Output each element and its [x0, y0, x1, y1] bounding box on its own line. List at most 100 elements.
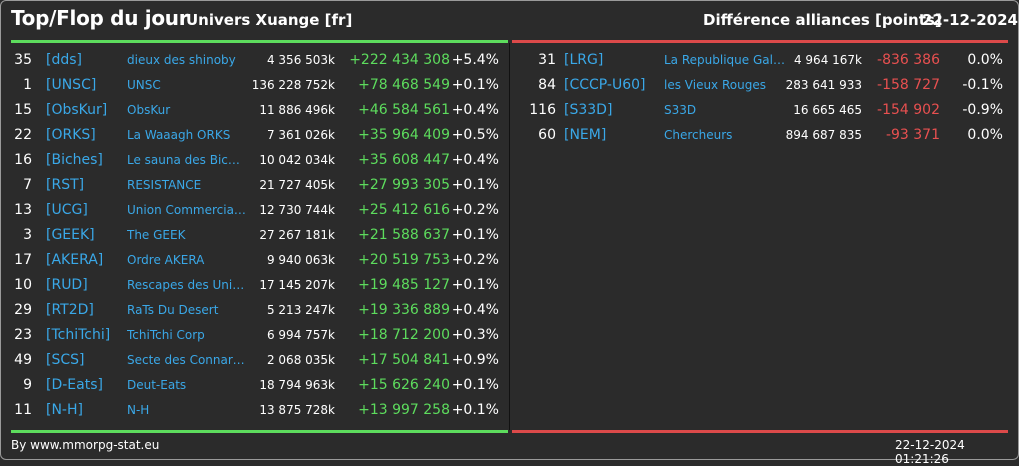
- alliance-tag-link[interactable]: [dds]: [46, 52, 82, 68]
- alliance-name-link[interactable]: Le sauna des Biche...: [127, 153, 247, 167]
- alliance-tag-link[interactable]: [LRG]: [564, 52, 604, 68]
- alliance-tag-link[interactable]: [S33D]: [564, 102, 613, 118]
- percent-cell: +0.4%: [451, 152, 499, 168]
- alliance-name-link[interactable]: RaTs Du Desert: [127, 303, 219, 317]
- footer-timestamp: 22-12-2024 01:21:26: [895, 438, 965, 466]
- rank-cell: 23: [14, 327, 32, 343]
- rank-cell: 49: [14, 352, 32, 368]
- rank-cell: 35: [14, 52, 32, 68]
- page-title: Top/Flop du jour: [11, 6, 189, 30]
- delta-cell: +19 336 889: [358, 302, 450, 318]
- flop-list: 31 [LRG] La Republique Gala... 4 964 167k -8…: [512, 48, 1008, 148]
- source-credit[interactable]: By www.mmorpg-stat.eu: [11, 438, 160, 452]
- alliance-name-link[interactable]: N-H: [127, 403, 150, 417]
- rank-cell: 29: [14, 302, 32, 318]
- delta-cell: +21 588 637: [358, 227, 450, 243]
- percent-cell: +0.1%: [451, 402, 499, 418]
- list-item: 35 [dds] dieux des shinoby 4 356 503k +222 4…: [0, 48, 509, 73]
- points-cell: 2 068 035k: [266, 353, 335, 367]
- alliance-tag-link[interactable]: [ORKS]: [46, 127, 96, 143]
- delta-cell: +15 626 240: [358, 377, 450, 393]
- list-item: 16 [Biches] Le sauna des Biche... 10 042 03…: [0, 148, 509, 173]
- delta-cell: +19 485 127: [358, 277, 450, 293]
- points-cell: 10 042 034k: [259, 153, 335, 167]
- percent-cell: +0.1%: [451, 177, 499, 193]
- difference-label: Différence alliances [points]: [703, 11, 942, 29]
- rank-cell: 116: [529, 102, 556, 118]
- percent-cell: +0.1%: [451, 377, 499, 393]
- list-item: 29 [RT2D] RaTs Du Desert 5 213 247k +19 336 …: [0, 298, 509, 323]
- percent-cell: +0.1%: [451, 77, 499, 93]
- alliance-tag-link[interactable]: [RUD]: [46, 277, 88, 293]
- points-cell: 4 356 503k: [266, 53, 335, 67]
- alliance-name-link[interactable]: S33D: [664, 103, 697, 117]
- alliance-tag-link[interactable]: [ObsKur]: [46, 102, 108, 118]
- alliance-name-link[interactable]: The GEEK: [127, 228, 186, 242]
- alliance-name-link[interactable]: Ordre AKERA: [127, 253, 205, 267]
- delta-cell: -154 902: [877, 102, 940, 118]
- alliance-tag-link[interactable]: [UNSC]: [46, 77, 97, 93]
- alliance-name-link[interactable]: dieux des shinoby: [127, 53, 236, 67]
- alliance-name-link[interactable]: Rescapes des Univ...: [127, 278, 247, 292]
- delta-cell: +13 997 258: [358, 402, 450, 418]
- alliance-name-link[interactable]: Union Commerciale...: [127, 203, 247, 217]
- alliance-tag-link[interactable]: [RT2D]: [46, 302, 94, 318]
- alliance-tag-link[interactable]: [NEM]: [564, 127, 607, 143]
- list-item: 49 [SCS] Secte des Connard... 2 068 035k +17…: [0, 348, 509, 373]
- percent-cell: +0.4%: [451, 302, 499, 318]
- points-cell: 16 665 465: [793, 103, 862, 117]
- percent-cell: +0.2%: [451, 252, 499, 268]
- alliance-tag-link[interactable]: [GEEK]: [46, 227, 95, 243]
- percent-cell: +0.1%: [451, 277, 499, 293]
- percent-cell: +0.5%: [451, 127, 499, 143]
- rank-cell: 22: [14, 127, 32, 143]
- panel-divider: [509, 43, 510, 430]
- alliance-name-link[interactable]: Chercheurs: [664, 128, 733, 142]
- top-list: 35 [dds] dieux des shinoby 4 356 503k +222 4…: [0, 48, 509, 423]
- top-panel-bottom-accent: [11, 430, 508, 433]
- rank-cell: 11: [14, 402, 32, 418]
- alliance-name-link[interactable]: UNSC: [127, 78, 161, 92]
- delta-cell: -93 371: [885, 127, 940, 143]
- alliance-name-link[interactable]: RESISTANCE: [127, 178, 202, 192]
- delta-cell: +222 434 308: [349, 52, 450, 68]
- alliance-tag-link[interactable]: [UCG]: [46, 202, 88, 218]
- alliance-name-link[interactable]: les Vieux Rouges: [664, 78, 766, 92]
- alliance-name-link[interactable]: Secte des Connard...: [127, 353, 247, 367]
- points-cell: 136 228 752k: [251, 78, 335, 92]
- alliance-tag-link[interactable]: [RST]: [46, 177, 85, 193]
- alliance-tag-link[interactable]: [Biches]: [46, 152, 103, 168]
- rank-cell: 9: [23, 377, 32, 393]
- universe-label: Univers Xuange [fr]: [186, 11, 353, 29]
- delta-cell: +35 608 447: [358, 152, 450, 168]
- list-item: 9 [D-Eats] Deut-Eats 18 794 963k +15 626 240…: [0, 373, 509, 398]
- rank-cell: 84: [538, 77, 556, 93]
- points-cell: 5 213 247k: [266, 303, 335, 317]
- list-item: 1 [UNSC] UNSC 136 228 752k +78 468 549 +0.1%: [0, 73, 509, 98]
- alliance-tag-link[interactable]: [N-H]: [46, 402, 83, 418]
- alliance-name-link[interactable]: La Republique Gala...: [664, 53, 785, 67]
- delta-cell: -836 386: [877, 52, 940, 68]
- alliance-name-link[interactable]: Deut-Eats: [127, 378, 187, 392]
- delta-cell: +46 584 561: [358, 102, 450, 118]
- delta-cell: +27 993 305: [358, 177, 450, 193]
- rank-cell: 7: [23, 177, 32, 193]
- alliance-name-link[interactable]: TchiTchi Corp: [127, 328, 205, 342]
- percent-cell: +0.2%: [451, 202, 499, 218]
- alliance-tag-link[interactable]: [AKERA]: [46, 252, 104, 268]
- points-cell: 894 687 835: [785, 128, 862, 142]
- alliance-tag-link[interactable]: [SCS]: [46, 352, 85, 368]
- alliance-tag-link[interactable]: [TchiTchi]: [46, 327, 111, 343]
- alliance-name-link[interactable]: La Waaagh ORKS: [127, 128, 231, 142]
- points-cell: 18 794 963k: [259, 378, 335, 392]
- alliance-tag-link[interactable]: [CCCP-U60]: [564, 77, 646, 93]
- points-cell: 12 730 744k: [259, 203, 335, 217]
- list-item: 22 [ORKS] La Waaagh ORKS 7 361 026k +35 964 …: [0, 123, 509, 148]
- alliance-tag-link[interactable]: [D-Eats]: [46, 377, 103, 393]
- delta-cell: +20 519 753: [358, 252, 450, 268]
- alliance-name-link[interactable]: ObsKur: [127, 103, 171, 117]
- percent-cell: -0.9%: [962, 102, 1003, 118]
- percent-cell: +0.1%: [451, 227, 499, 243]
- points-cell: 13 875 728k: [259, 403, 335, 417]
- delta-cell: -158 727: [877, 77, 940, 93]
